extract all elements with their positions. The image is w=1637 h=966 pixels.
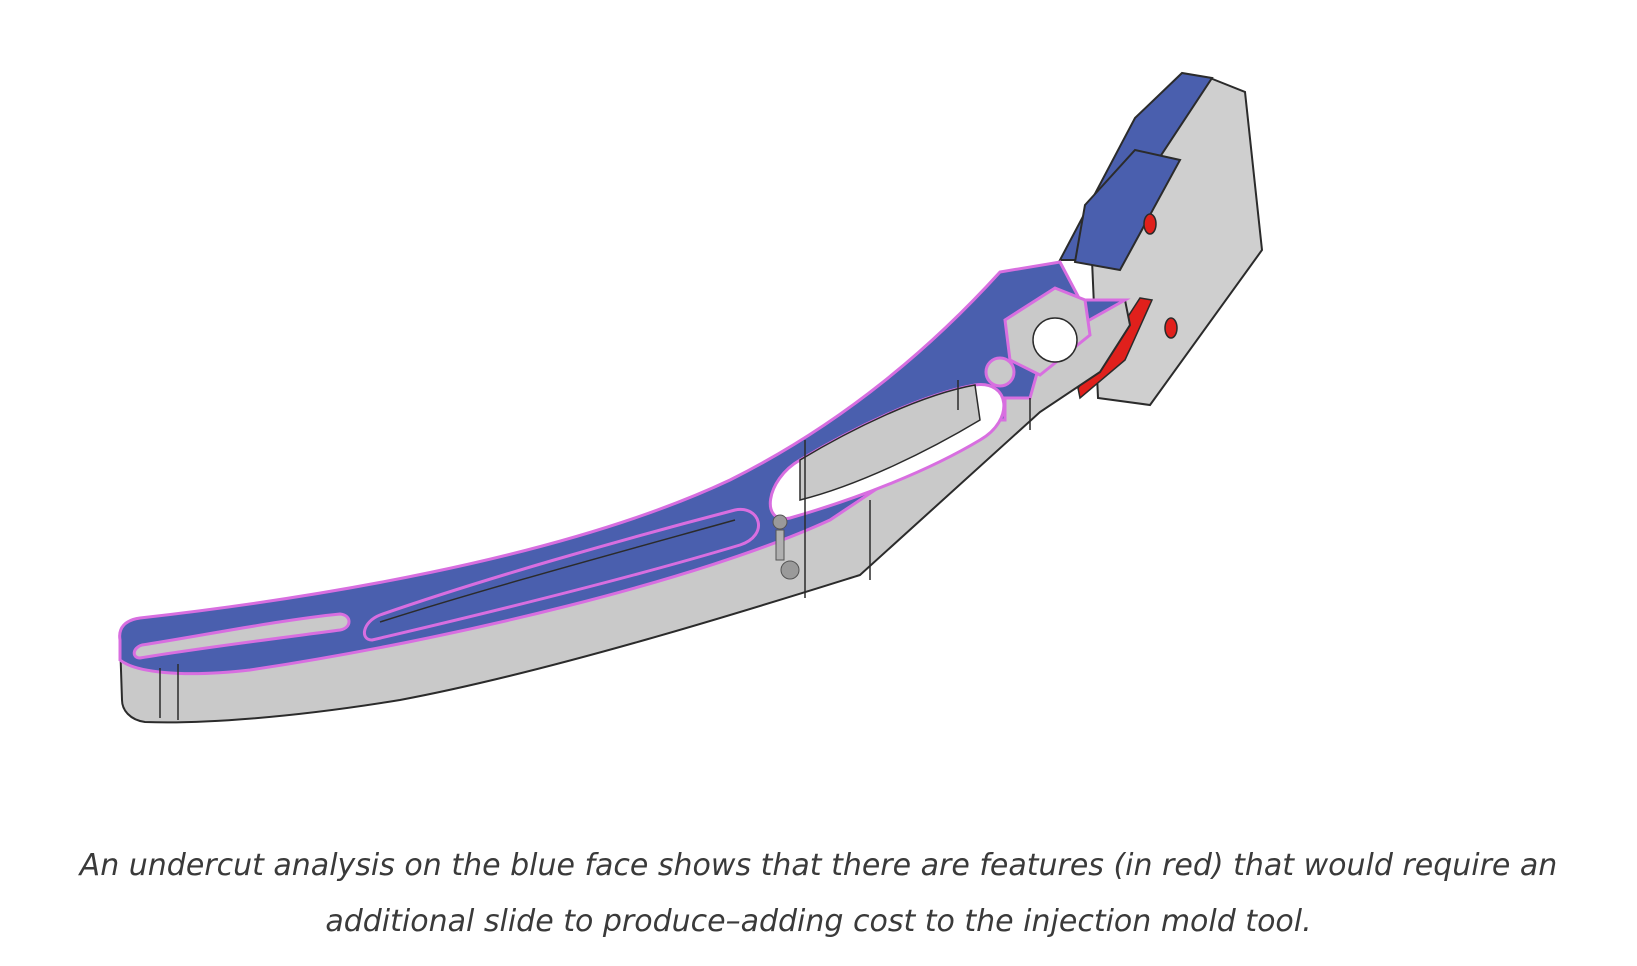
arm-pocket-middle (363, 507, 760, 642)
bracket-arm (118, 260, 1132, 724)
cad-render-figure (118, 71, 1264, 724)
figure-caption: An undercut analysis on the blue face sh… (79, 848, 1558, 939)
undercut-hole-upper (1143, 213, 1157, 235)
arm-slot-left (132, 612, 351, 660)
undercut-hole-lower (1164, 317, 1178, 339)
fastener-icon (772, 514, 800, 580)
bracket-undercut-render (118, 71, 1264, 724)
arm-small-hole (984, 356, 1016, 388)
